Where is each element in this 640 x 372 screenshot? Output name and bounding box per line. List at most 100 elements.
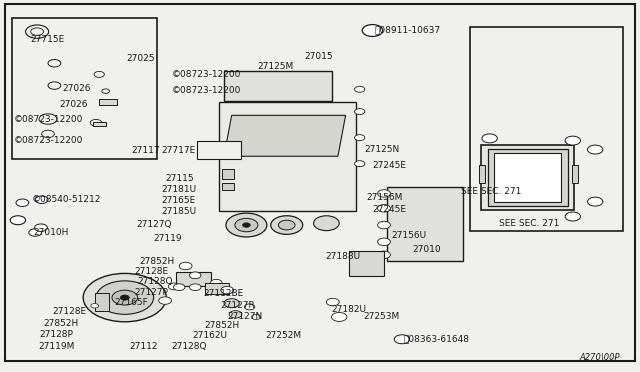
Text: Ⓜ08911-10637: Ⓜ08911-10637 (374, 25, 440, 34)
Text: 27162U: 27162U (192, 331, 227, 340)
Circle shape (314, 216, 339, 231)
Text: 27245E: 27245E (372, 161, 406, 170)
Bar (224, 71, 332, 101)
Text: 27115: 27115 (165, 174, 194, 183)
Circle shape (189, 284, 201, 291)
Circle shape (112, 290, 138, 305)
Bar (176, 272, 211, 286)
Text: ©08723-12200: ©08723-12200 (14, 115, 83, 124)
Circle shape (226, 213, 267, 237)
Bar (481, 145, 574, 210)
Text: 27156U: 27156U (392, 231, 427, 240)
Circle shape (29, 229, 42, 236)
Circle shape (168, 283, 180, 290)
Text: ©08723-12200: ©08723-12200 (14, 136, 83, 145)
Circle shape (102, 89, 109, 93)
Text: 27010H: 27010H (33, 228, 68, 237)
Bar (470, 27, 623, 231)
Circle shape (94, 71, 104, 77)
Circle shape (173, 284, 185, 291)
Circle shape (221, 286, 234, 294)
Text: 27165F: 27165F (114, 298, 148, 307)
Bar (488, 149, 568, 206)
Text: 27852H: 27852H (44, 319, 79, 328)
Circle shape (91, 304, 99, 308)
Text: SEE SEC. 271: SEE SEC. 271 (461, 187, 521, 196)
Text: 27252M: 27252M (266, 331, 301, 340)
Circle shape (48, 82, 61, 89)
Circle shape (355, 109, 365, 115)
Circle shape (243, 223, 250, 227)
Circle shape (83, 273, 166, 322)
Circle shape (362, 25, 383, 36)
Text: 27245E: 27245E (372, 205, 406, 214)
Circle shape (211, 279, 222, 286)
Circle shape (96, 281, 154, 314)
Text: 27117: 27117 (131, 146, 160, 155)
Text: 27026: 27026 (59, 100, 88, 109)
Circle shape (565, 136, 580, 145)
Circle shape (271, 216, 303, 234)
Text: 27119: 27119 (154, 234, 182, 243)
Circle shape (35, 224, 47, 231)
Circle shape (355, 86, 365, 92)
Text: SEE SEC. 271: SEE SEC. 271 (499, 219, 559, 228)
Circle shape (378, 221, 390, 229)
Text: 27127R: 27127R (221, 301, 255, 310)
Circle shape (39, 114, 57, 124)
Circle shape (378, 205, 390, 212)
Text: 27025: 27025 (127, 54, 156, 63)
Text: 27181U: 27181U (161, 185, 196, 194)
Circle shape (179, 262, 192, 270)
Text: 27010: 27010 (413, 245, 442, 254)
Text: 27119M: 27119M (38, 342, 75, 351)
Text: 27185U: 27185U (161, 207, 196, 216)
Text: 27127P: 27127P (134, 288, 168, 297)
Circle shape (482, 134, 497, 143)
Circle shape (565, 212, 580, 221)
Bar (205, 283, 229, 294)
Text: 27852H: 27852H (140, 257, 175, 266)
Bar (12, 18, 157, 159)
Text: ©08540-51212: ©08540-51212 (32, 195, 101, 204)
Circle shape (235, 218, 258, 232)
Text: 27852H: 27852H (205, 321, 240, 330)
Circle shape (378, 251, 390, 259)
Text: 27128P: 27128P (40, 330, 74, 339)
Circle shape (394, 335, 410, 344)
Circle shape (588, 197, 603, 206)
Text: 27182U: 27182U (332, 305, 367, 314)
Circle shape (35, 196, 48, 203)
Text: 27165E: 27165E (161, 196, 196, 205)
Circle shape (332, 312, 347, 321)
Bar (197, 141, 241, 159)
Text: 27128E: 27128E (134, 267, 168, 276)
Circle shape (224, 299, 239, 308)
Circle shape (26, 25, 49, 38)
Text: ©08723-12200: ©08723-12200 (172, 70, 241, 79)
Text: 27156M: 27156M (366, 193, 403, 202)
Bar (494, 153, 561, 202)
Circle shape (10, 216, 26, 225)
Circle shape (159, 297, 172, 304)
Bar (222, 169, 234, 179)
Circle shape (588, 145, 603, 154)
Circle shape (378, 238, 390, 246)
Bar (349, 251, 384, 276)
Text: 27717E: 27717E (161, 146, 196, 155)
Text: A270|00P: A270|00P (579, 353, 620, 362)
Circle shape (378, 190, 390, 197)
Text: 27188U: 27188U (325, 252, 360, 261)
Text: 27112: 27112 (129, 342, 158, 351)
Circle shape (229, 311, 242, 318)
Text: 27026: 27026 (63, 84, 92, 93)
Text: 27127N: 27127N (227, 312, 262, 321)
Bar (222, 183, 234, 190)
Polygon shape (224, 115, 346, 156)
Text: Ⓜ08363-61648: Ⓜ08363-61648 (403, 335, 469, 344)
Text: 27128E: 27128E (52, 307, 86, 316)
Circle shape (16, 199, 29, 206)
Circle shape (326, 298, 339, 306)
Circle shape (252, 314, 260, 320)
Circle shape (42, 130, 54, 138)
